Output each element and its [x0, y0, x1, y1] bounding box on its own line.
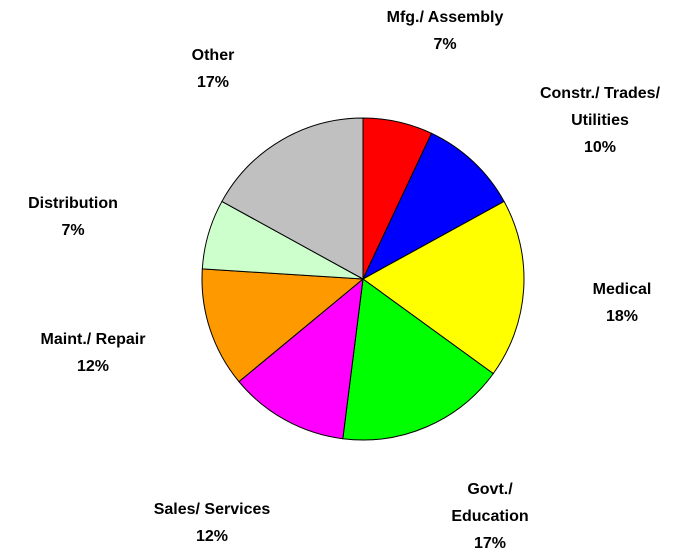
value-label: 18% — [605, 308, 639, 325]
category-label: Mfg./ Assembly — [386, 9, 504, 26]
value-label: 7% — [433, 36, 457, 53]
pie-slice — [238, 277, 364, 440]
pie-slice — [361, 132, 505, 281]
pie-slice — [342, 278, 494, 441]
category-label: Constr./ Trades/ Utilities — [539, 85, 661, 129]
slice-label: Distribution 7% — [0, 190, 153, 244]
category-label: Distribution — [28, 195, 118, 212]
slice-label: Maint./ Repair 12% — [0, 326, 193, 380]
slice-label: Mfg./ Assembly 7% — [345, 4, 545, 58]
category-label: Govt./ Education — [451, 481, 529, 525]
slice-label: Medical 18% — [562, 276, 682, 330]
pie-slice — [201, 268, 365, 383]
slice-label: Constr./ Trades/ Utilities 10% — [510, 80, 685, 161]
value-label: 17% — [473, 535, 507, 552]
value-label: 12% — [195, 528, 229, 545]
pie-slice — [362, 200, 525, 375]
category-label: Maint./ Repair — [40, 331, 146, 348]
value-label: 12% — [76, 358, 110, 375]
value-label: 10% — [583, 139, 617, 156]
pie-slice — [221, 117, 364, 280]
slice-label: Other 17% — [153, 42, 273, 96]
slice-label: Sales/ Services 12% — [112, 496, 312, 550]
value-label: 7% — [61, 222, 85, 239]
value-label: 17% — [196, 74, 230, 91]
category-label: Other — [191, 47, 235, 64]
category-label: Medical — [592, 281, 652, 298]
category-label: Sales/ Services — [153, 501, 271, 518]
slice-label: Govt./ Education 17% — [435, 476, 545, 557]
